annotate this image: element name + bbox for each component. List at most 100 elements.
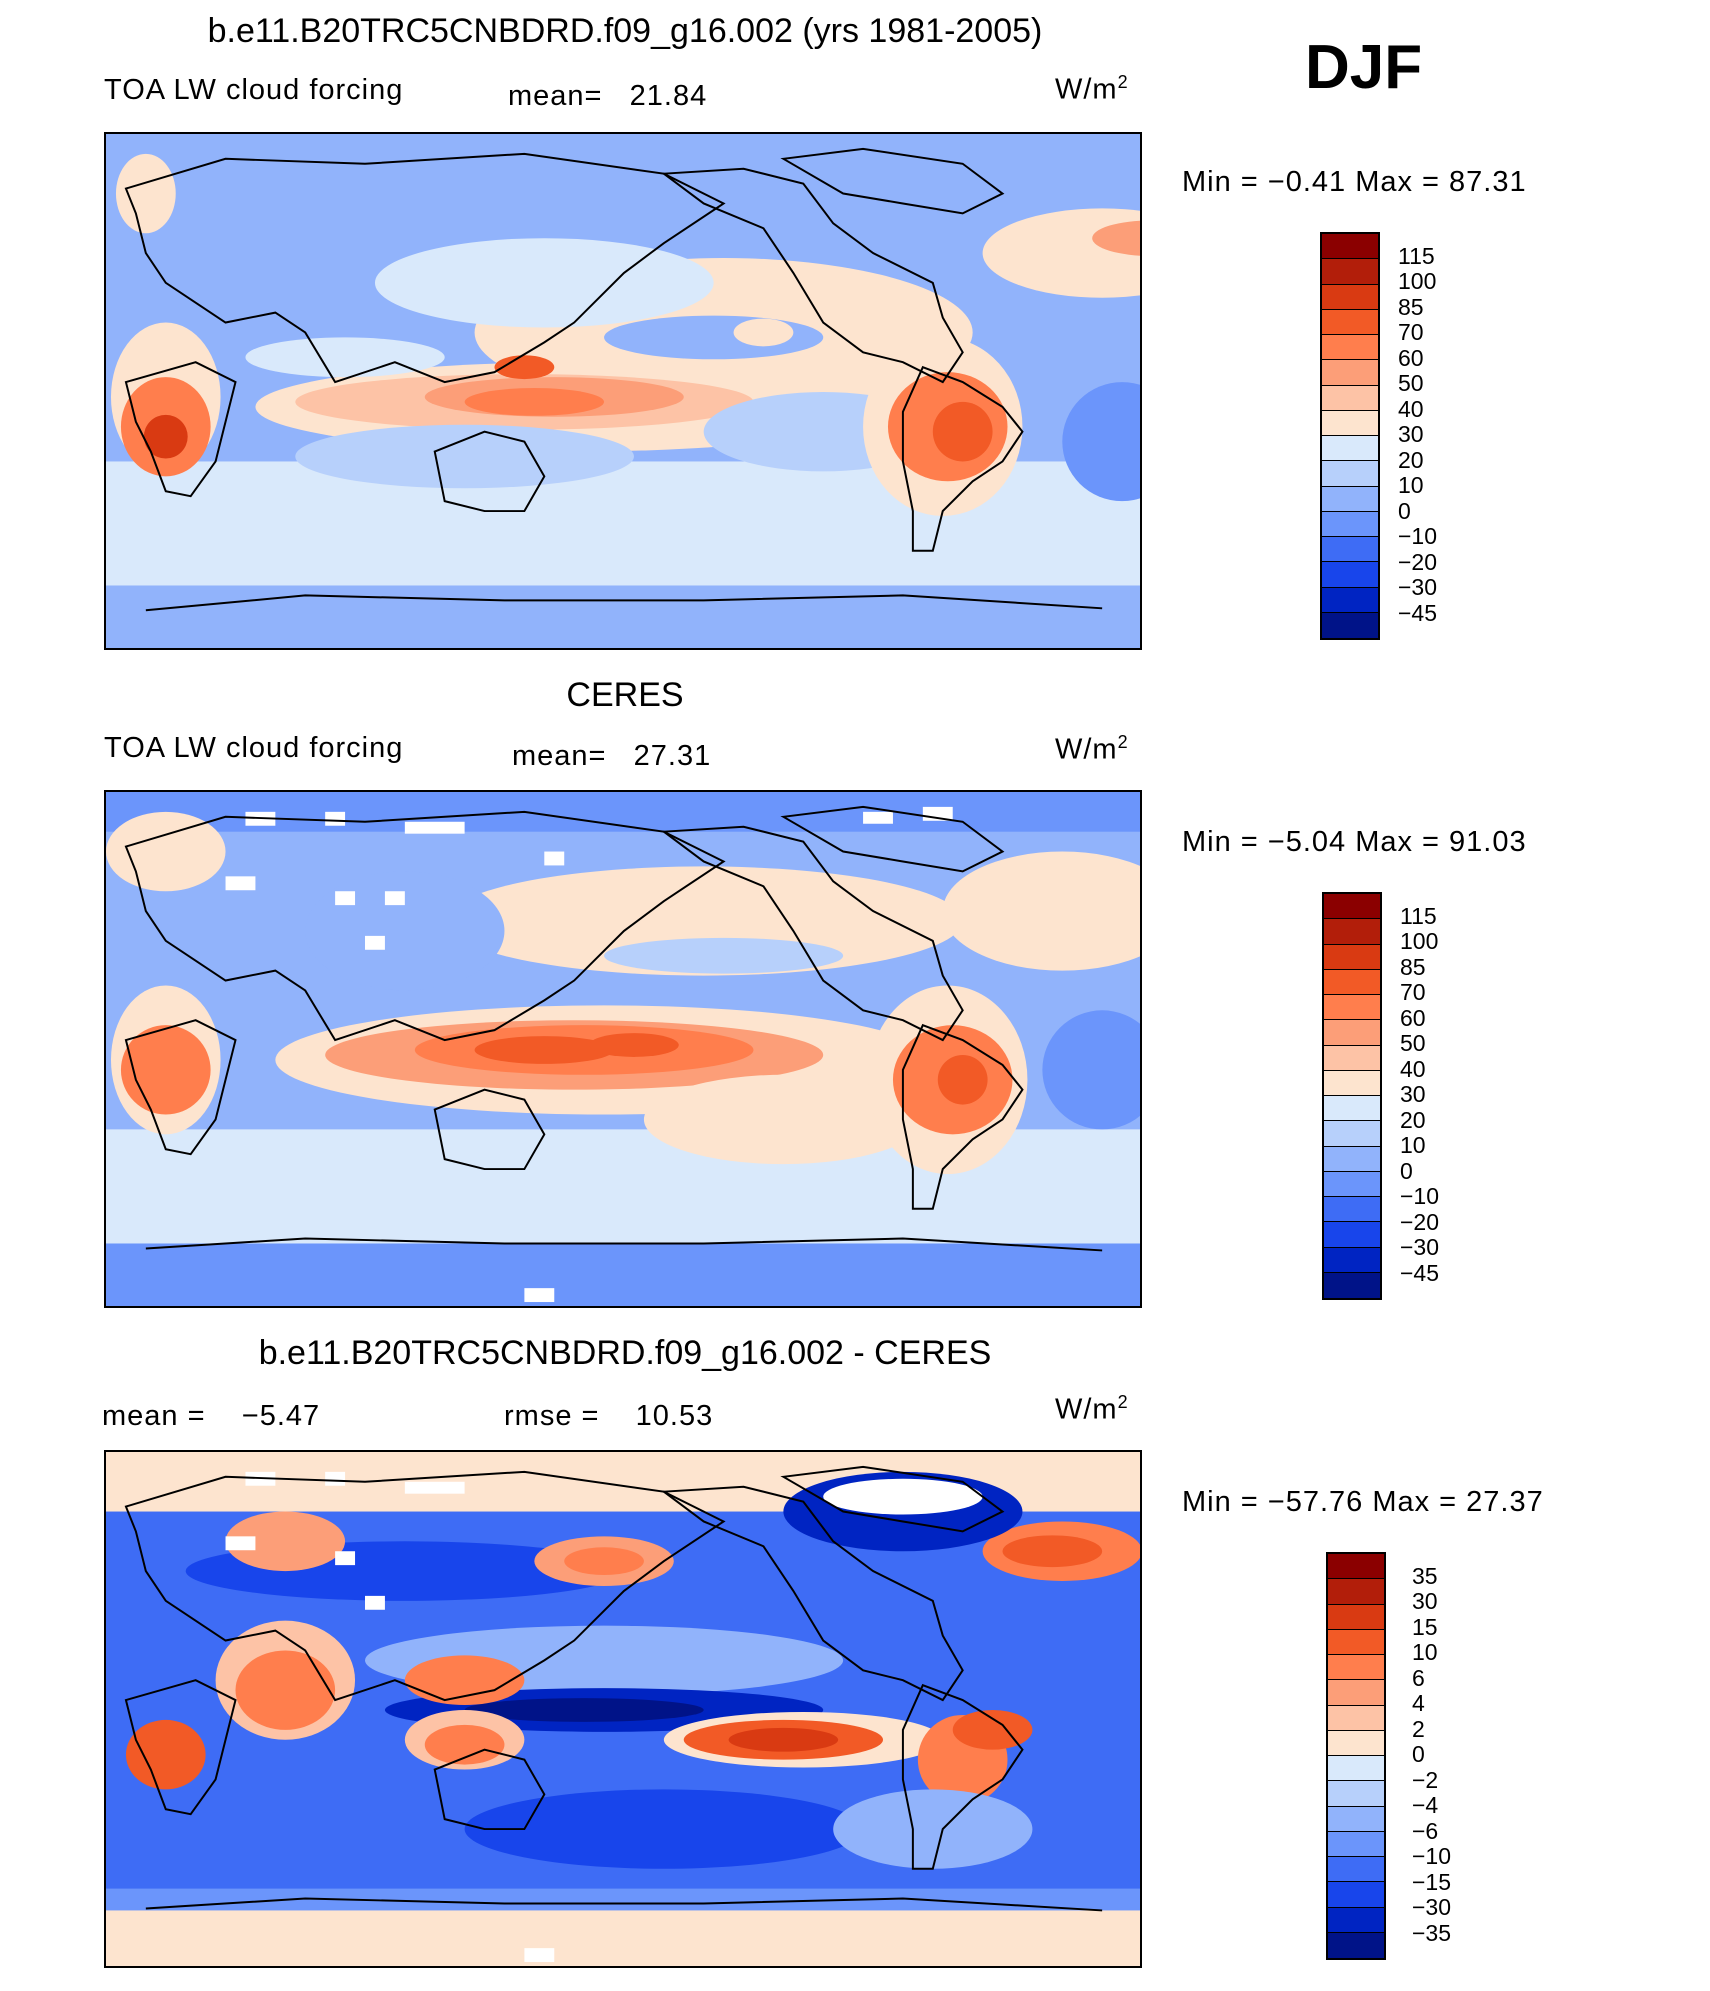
colorbar-tick-label: 70 [1400,979,1426,1005]
colorbar-swatch [1324,944,1380,970]
colorbar-tick-label: 0 [1398,497,1411,524]
colorbar-swatch [1322,562,1378,588]
colorbar-tick-label: 15 [1412,1613,1438,1640]
colorbar-tick-label: −35 [1412,1919,1452,1946]
panel1-units-base: W/m [1055,73,1118,106]
panel2-units-base: W/m [1055,733,1118,766]
colorbar-swatch [1328,1629,1384,1655]
colorbar-tick-label: 40 [1398,395,1424,422]
colorbar-swatch [1322,385,1378,411]
colorbar-swatch [1322,284,1378,310]
panel3-title: b.e11.B20TRC5CNBDRD.f09_g16.002 - CERES [258,1334,992,1372]
colorbar-swatch [1322,309,1378,335]
panel1-mean-label: mean= [508,80,603,112]
colorbar-tick-label: 40 [1400,1055,1426,1082]
colorbar-tick-label: 30 [1412,1588,1438,1614]
colorbar-swatch [1322,486,1378,512]
colorbar-swatch [1324,1045,1380,1071]
colorbar-swatch [1322,537,1378,563]
panel3-units: W/m2 [1055,1392,1129,1427]
colorbar-swatch [1322,511,1378,537]
colorbar-tick-label: −20 [1398,548,1438,575]
colorbar-tick-label: 85 [1400,953,1426,980]
panel2-title: CERES [566,676,684,714]
panel1-colorbar [1320,232,1380,640]
panel1-map-graphic [106,134,1140,648]
panel2-units-exp: 2 [1117,732,1129,752]
colorbar-tick-label: 60 [1400,1004,1426,1031]
colorbar-swatch [1324,1020,1380,1046]
panel3-rmse-value: 10.53 [635,1400,714,1432]
colorbar-tick-label: −45 [1398,599,1438,626]
colorbar-tick-label: −4 [1412,1792,1439,1818]
colorbar-tick-label: −10 [1398,523,1438,549]
colorbar-swatch [1328,1907,1384,1933]
colorbar-tick-label: 0 [1412,1741,1425,1767]
panel3-rmse-label: rmse = [504,1400,600,1432]
panel3-mean-value: −5.47 [241,1400,321,1432]
colorbar-tick-label: 50 [1400,1030,1426,1056]
panel1-title: b.e11.B20TRC5CNBDRD.f09_g16.002 (yrs 198… [207,12,1043,50]
panel2-mean: mean= 27.31 [512,740,711,773]
panel1-units-exp: 2 [1117,72,1129,92]
panel3-minmax: Min = −57.76 Max = 27.37 [1182,1486,1544,1518]
colorbar-swatch [1328,1579,1384,1605]
colorbar-swatch [1324,1121,1380,1147]
panel1-minmax: Min = −0.41 Max = 87.31 [1182,166,1527,198]
colorbar-swatch [1322,612,1378,638]
colorbar-swatch [1328,1882,1384,1908]
colorbar-swatch [1324,894,1380,920]
colorbar-tick-label: −10 [1412,1843,1452,1869]
panel1-map [104,132,1142,650]
colorbar-tick-label: 70 [1398,319,1424,345]
panel3-colorbar [1326,1552,1386,1960]
colorbar-tick-label: 100 [1400,928,1439,954]
panel1-units: W/m2 [1055,72,1129,107]
colorbar-tick-label: −30 [1400,1234,1440,1260]
panel3-rmse: rmse = 10.53 [504,1400,713,1433]
colorbar-tick-label: 85 [1398,293,1424,320]
panel2-units: W/m2 [1055,732,1129,767]
colorbar-swatch [1328,1730,1384,1756]
colorbar-swatch [1324,1197,1380,1223]
colorbar-tick-label: 115 [1400,902,1437,929]
panel3-map [104,1450,1142,1968]
colorbar-swatch [1328,1604,1384,1630]
colorbar-tick-label: 20 [1400,1106,1426,1133]
colorbar-swatch [1324,1222,1380,1248]
colorbar-tick-label: −45 [1400,1259,1440,1286]
colorbar-swatch [1328,1857,1384,1883]
colorbar-swatch [1322,587,1378,613]
colorbar-swatch [1328,1756,1384,1782]
panel3-map-graphic [106,1452,1140,1966]
panel3-units-exp: 2 [1117,1392,1129,1412]
colorbar-tick-label: −15 [1412,1868,1452,1895]
colorbar-tick-label: 100 [1398,268,1437,294]
colorbar-tick-label: 35 [1412,1562,1438,1589]
colorbar-swatch [1328,1781,1384,1807]
panel2-minmax: Min = −5.04 Max = 91.03 [1182,826,1527,858]
colorbar-swatch [1328,1806,1384,1832]
colorbar-swatch [1328,1705,1384,1731]
colorbar-swatch [1328,1680,1384,1706]
colorbar-tick-label: 10 [1412,1639,1438,1665]
colorbar-swatch [1324,995,1380,1021]
colorbar-tick-label: 10 [1398,472,1424,498]
colorbar-tick-label: 30 [1400,1081,1426,1107]
panel1-mean-value: 21.84 [629,80,708,112]
colorbar-tick-label: −20 [1400,1208,1440,1235]
colorbar-swatch [1324,1247,1380,1273]
colorbar-tick-label: 30 [1398,421,1424,447]
colorbar-swatch [1322,234,1378,260]
colorbar-tick-label: 60 [1398,344,1424,371]
colorbar-swatch [1322,410,1378,436]
colorbar-tick-label: −30 [1412,1894,1452,1920]
colorbar-swatch [1328,1932,1384,1958]
panel1-variable: TOA LW cloud forcing [104,74,404,106]
colorbar-tick-label: 0 [1400,1157,1413,1184]
colorbar-tick-label: 20 [1398,446,1424,473]
season-label: DJF [1305,33,1423,102]
panel2-map [104,790,1142,1308]
colorbar-tick-label: 6 [1412,1664,1425,1691]
colorbar-swatch [1322,259,1378,285]
